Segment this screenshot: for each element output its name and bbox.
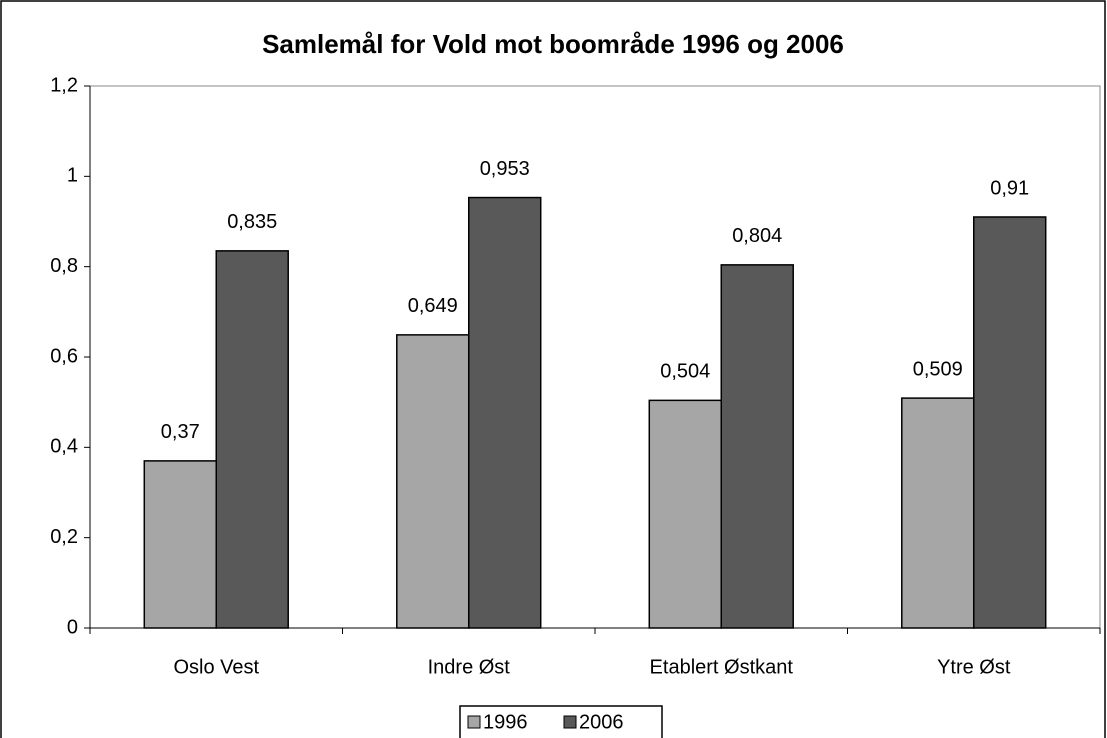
y-tick-label: 0,2	[50, 526, 78, 548]
bar	[468, 196, 542, 629]
y-tick-label: 1	[67, 165, 78, 187]
data-label: 0,91	[990, 177, 1029, 199]
data-label: 0,509	[913, 358, 963, 380]
data-label: 0,504	[660, 361, 710, 383]
bar	[973, 216, 1047, 629]
bar	[720, 264, 794, 629]
data-label: 0,37	[161, 421, 200, 443]
bar	[215, 250, 289, 629]
y-tick-label: 0,4	[50, 436, 78, 458]
x-tick-label: Oslo Vest	[173, 656, 259, 678]
legend-box	[459, 705, 663, 738]
y-tick-label: 0	[67, 616, 78, 638]
bar	[396, 334, 470, 629]
bar	[901, 397, 975, 629]
data-label: 0,649	[408, 295, 458, 317]
bar	[143, 460, 218, 629]
x-tick-label: Etablert Østkant	[650, 656, 794, 678]
y-tick-label: 0,8	[50, 255, 78, 277]
data-label: 0,835	[227, 211, 277, 233]
x-tick-label: Ytre Øst	[937, 656, 1011, 678]
legend-swatch	[563, 715, 577, 729]
y-tick-label: 1,2	[50, 74, 78, 96]
data-label: 0,953	[480, 158, 530, 180]
legend-label: 2006	[579, 711, 624, 733]
bar	[648, 399, 722, 629]
chart-title: Samlemål for Vold mot boområde 1996 og 2…	[262, 29, 844, 59]
data-label: 0,804	[732, 225, 782, 247]
y-tick-label: 0,6	[50, 345, 78, 367]
x-tick-label: Indre Øst	[428, 656, 511, 678]
legend-label: 1996	[483, 711, 528, 733]
legend-swatch	[467, 715, 481, 729]
